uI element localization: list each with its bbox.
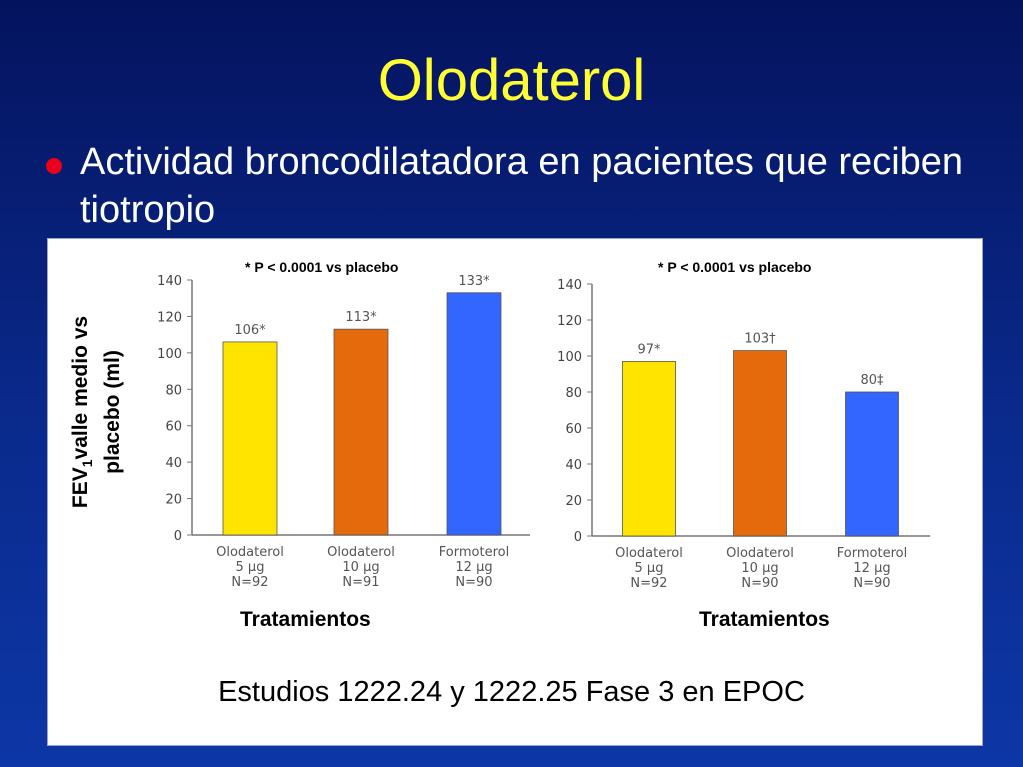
chart2-bar-3: [845, 391, 899, 537]
chart2-category-label: Olodaterol: [615, 546, 683, 561]
slide-title: Olodaterol: [377, 48, 646, 113]
chart2-annotation: * P < 0.0001 vs placebo: [658, 259, 812, 275]
chart2-y-tick-label: 140: [557, 278, 582, 293]
chart2-y-tick-label: 80: [565, 386, 582, 401]
chart2-bar-label-3: 80‡: [860, 373, 884, 388]
chart1-bar-label-3: 133*: [458, 274, 490, 289]
chart2-category-label: 10 µg: [741, 561, 778, 576]
bullet-dot-icon: [46, 158, 62, 174]
footer-caption: Estudios 1222.24 y 1222.25 Fase 3 en EPO…: [218, 676, 805, 708]
chart2-y-tick-label: 60: [565, 422, 582, 437]
chart1-y-tick-label: 60: [165, 420, 182, 435]
chart2-y-tick-label: 0: [574, 530, 582, 545]
chart1-bar-1: [222, 341, 278, 536]
chart1-y-tick-label: 80: [165, 383, 182, 398]
chart2-category-label: N=92: [630, 576, 667, 591]
chart1-category-label: 12 µg: [455, 560, 492, 575]
chart1-category-label: N=92: [231, 575, 268, 590]
chart1-y-tick-label: 0: [174, 529, 182, 544]
chart2-y-tick-label: 40: [565, 458, 582, 473]
chart1-category-label: 5 µg: [236, 560, 265, 575]
chart2-bar-1: [622, 361, 676, 537]
chart2-y-tick-label: 100: [557, 350, 582, 365]
chart1-bar-3: [446, 292, 502, 536]
chart1-category-label: Olodaterol: [216, 545, 284, 560]
chart1-y-tick-label: 120: [157, 310, 182, 325]
bullet-text: Actividad broncodilatadora en pacientes …: [80, 141, 964, 231]
chart2-bar-label-1: 97*: [637, 342, 661, 357]
chart1-y-tick-label: 40: [165, 456, 182, 471]
chart2-category-label: N=90: [741, 576, 778, 591]
chart1-y-tick-label: 140: [157, 274, 182, 289]
chart1-bar-label-1: 106*: [234, 323, 266, 338]
chart1-category-label: N=91: [342, 575, 379, 590]
chart1-category-label: Olodaterol: [327, 545, 395, 560]
chart2-category-label: Formoterol: [837, 546, 907, 561]
chart2-bar-label-2: 103†: [744, 332, 776, 347]
chart2-category-label: N=90: [853, 576, 890, 591]
chart2-category-label: 12 µg: [853, 561, 890, 576]
y-axis-title: FEV1valle medio vs placebo (ml): [68, 282, 128, 542]
chart1-category-label: Formoterol: [439, 545, 509, 560]
chart1-category-label: 10 µg: [342, 560, 379, 575]
y-axis-title-line2: placebo (ml): [101, 350, 125, 474]
chart2-category-label: Olodaterol: [726, 546, 794, 561]
chart2-bar-2: [733, 350, 787, 537]
chart1-bar-label-2: 113*: [345, 310, 377, 325]
chart2-y-tick-label: 120: [557, 314, 582, 329]
chart1-bar-2: [333, 328, 389, 536]
chart2-y-tick-label: 20: [565, 494, 582, 509]
chart2-x-axis-title: Tratamientos: [699, 608, 830, 631]
chart-panel: [47, 238, 983, 746]
chart1-annotation: * P < 0.0001 vs placebo: [245, 259, 399, 275]
chart1-x-axis-title: Tratamientos: [240, 608, 371, 631]
chart1-y-tick-label: 20: [165, 493, 182, 508]
chart1-y-tick-label: 100: [157, 347, 182, 362]
chart2-category-label: 5 µg: [635, 561, 664, 576]
y-axis-title-line1: FEV1valle medio vs: [69, 315, 96, 509]
chart1-category-label: N=90: [455, 575, 492, 590]
